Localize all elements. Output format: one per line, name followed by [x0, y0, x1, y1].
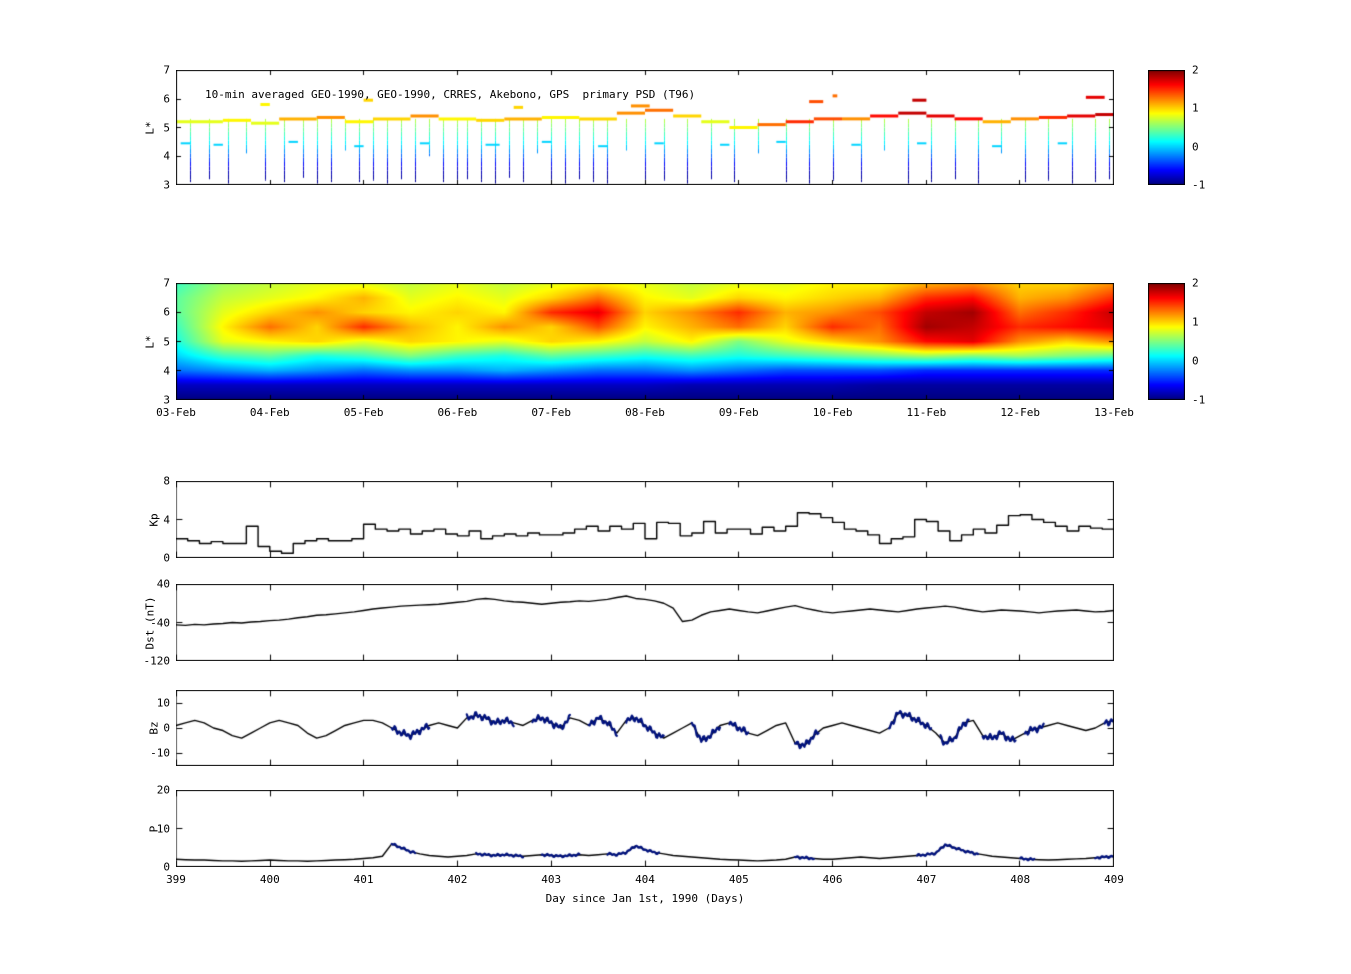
- colorbar-heatmap-canvas: [1148, 283, 1185, 400]
- y-tick-label: 3: [163, 178, 170, 192]
- x-tick-label: 406: [822, 873, 843, 886]
- x-tick-label: 409: [1104, 873, 1124, 886]
- colorbar-tick-label: -1: [1192, 393, 1206, 407]
- colorbar-tick-label: 0: [1192, 354, 1199, 368]
- date-tick-label: 09-Feb: [718, 406, 759, 419]
- y-tick-label: 7: [163, 63, 170, 77]
- psd-scatter-canvas: [176, 70, 1114, 185]
- x-tick-label: 405: [728, 873, 749, 886]
- x-tick-label: 404: [635, 873, 655, 886]
- colorbar-tick-label: 0: [1192, 140, 1199, 154]
- y-axis-label-bz: Bz: [147, 721, 161, 735]
- colorbar-top-canvas: [1148, 70, 1185, 185]
- y-tick-label: -10: [150, 746, 170, 760]
- dst-line-canvas: [176, 584, 1114, 661]
- x-tick-label: 400: [259, 873, 280, 886]
- colorbar-tick-label: 1: [1192, 315, 1199, 329]
- y-tick-label: 20: [156, 783, 170, 797]
- y-axis-label-kp: Kp: [147, 513, 161, 527]
- psd-heatmap-canvas: [176, 283, 1114, 400]
- y-tick-label: 3: [163, 393, 170, 407]
- p-line-canvas: [176, 790, 1114, 867]
- x-tick-label: 407: [916, 873, 937, 886]
- plot-title: 10-min averaged GEO-1990, GEO-1990, CRRE…: [205, 88, 696, 101]
- x-tick-label: 401: [353, 873, 374, 886]
- x-tick-label: 402: [447, 873, 468, 886]
- colorbar-tick-label: 1: [1192, 101, 1199, 115]
- date-tick-label: 04-Feb: [249, 406, 290, 419]
- y-tick-label: -40: [150, 616, 170, 629]
- y-axis-label-lstar-top: L*: [143, 121, 157, 135]
- y-tick-label: 6: [163, 305, 170, 319]
- y-tick-label: 10: [156, 822, 170, 835]
- y-tick-label: 4: [163, 364, 170, 378]
- date-tick-label: 03-Feb: [156, 406, 196, 419]
- y-tick-label: 5: [163, 335, 170, 348]
- x-tick-label: 403: [541, 873, 562, 886]
- y-tick-label: 40: [156, 577, 170, 591]
- kp-line-canvas: [176, 481, 1114, 558]
- y-tick-label: -120: [143, 654, 171, 668]
- colorbar-tick-label: 2: [1192, 63, 1199, 77]
- date-tick-label: 12-Feb: [1000, 406, 1041, 419]
- date-tick-label: 06-Feb: [437, 406, 478, 419]
- y-axis-label-lstar-heatmap: L*: [143, 335, 157, 349]
- y-tick-label: 8: [163, 474, 170, 488]
- x-tick-label: 408: [1010, 873, 1031, 886]
- y-tick-label: 10: [156, 696, 170, 710]
- y-tick-label: 0: [163, 860, 170, 874]
- date-tick-label: 07-Feb: [531, 406, 572, 419]
- colorbar-tick-label: -1: [1192, 178, 1206, 192]
- y-tick-label: 4: [163, 149, 170, 163]
- date-tick-label: 05-Feb: [343, 406, 384, 419]
- y-tick-label: 5: [163, 121, 170, 134]
- y-tick-label: 4: [163, 513, 170, 526]
- date-tick-label: 13-Feb: [1094, 406, 1134, 419]
- date-tick-label: 10-Feb: [812, 406, 853, 419]
- bz-line-canvas: [176, 690, 1114, 766]
- y-tick-label: 0: [163, 551, 170, 565]
- y-tick-label: 0: [163, 721, 170, 735]
- y-tick-label: 6: [163, 92, 170, 106]
- colorbar-tick-label: 2: [1192, 276, 1199, 290]
- x-tick-label: 399: [166, 873, 186, 886]
- date-tick-label: 11-Feb: [906, 406, 947, 419]
- date-tick-label: 08-Feb: [625, 406, 665, 419]
- y-tick-label: 7: [163, 276, 170, 290]
- x-axis-label: Day since Jan 1st, 1990 (Days): [545, 892, 745, 905]
